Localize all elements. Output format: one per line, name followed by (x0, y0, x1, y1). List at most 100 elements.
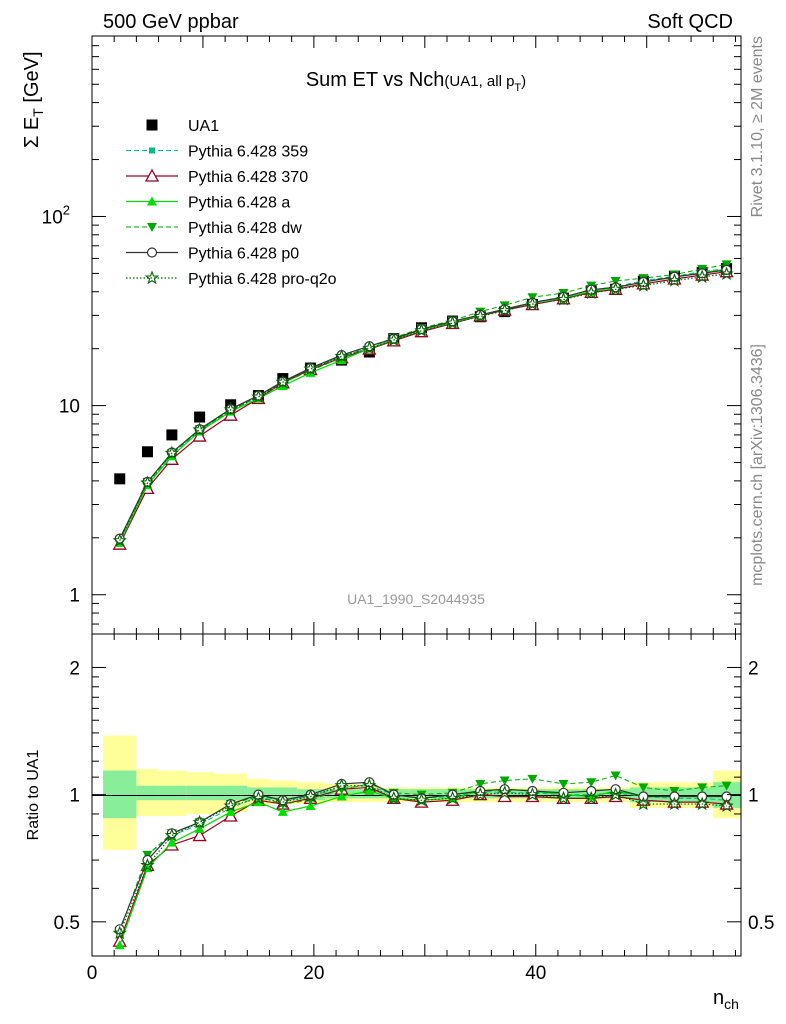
main-series-4-line (119, 263, 727, 541)
ratio-series-5-point (414, 792, 429, 807)
ratio-series-5-point (667, 796, 682, 811)
legend-marker (144, 270, 160, 285)
ratio-series-2-point (277, 806, 288, 816)
green-band (214, 785, 248, 801)
ratio-series-5-point (473, 787, 488, 801)
ratio-series-5-point (556, 790, 571, 805)
main-series-6-point (695, 269, 710, 284)
main-series-6-point (525, 296, 540, 311)
main-series-6-point (556, 291, 571, 306)
ratio-series-5-point (362, 778, 377, 792)
plot-title-sub: (UA1, all p (444, 73, 514, 90)
ratio-series-2-point (305, 800, 316, 810)
main-series-5-line (119, 269, 727, 539)
green-band (158, 785, 187, 801)
x-tick-label: 20 (303, 963, 324, 984)
ratio-series-5-point (386, 790, 401, 805)
y-tick-label: 1 (69, 586, 80, 607)
main-series-6 (112, 266, 734, 547)
main-series-6-point (303, 361, 318, 376)
ratio-series-2-point (114, 940, 125, 950)
legend-label: Pythia 6.428 dw (188, 220, 302, 237)
main-series-0-point (114, 473, 126, 485)
ratio-series-5-point (192, 814, 207, 829)
legend-label: Pythia 6.428 p0 (188, 246, 299, 263)
main-series-6-point (334, 348, 349, 363)
main-series-4 (114, 260, 732, 545)
legend-marker (146, 119, 158, 131)
main-series-0 (114, 263, 733, 485)
ratio-series-4-point (499, 784, 510, 795)
ratio-series-5-point (303, 788, 318, 803)
y-axis-label-ratio: Ratio to UA1 (25, 750, 42, 841)
legend-entry: Pythia 6.428 370 (126, 168, 308, 186)
main-series-6-point (719, 266, 734, 280)
main-series-4-point (610, 276, 621, 286)
main-series-5-point (638, 276, 649, 288)
main-series-6-point (636, 278, 651, 292)
y-axis-label-main-prefix: Σ E (21, 117, 43, 148)
ratio-series-5-point (719, 798, 734, 813)
ratio-series-5-point (164, 828, 180, 842)
x-axis-label-main: n (713, 987, 724, 1009)
legend-entry: UA1 (146, 118, 219, 135)
ratio-series-2-point (364, 785, 375, 795)
plot-title: Sum ET vs Nch(UA1, all pT) (306, 69, 526, 94)
legend-entry: Pythia 6.428 a (126, 195, 290, 212)
x-axis-label: nch (713, 987, 739, 1012)
y-tick-label-right: 0.5 (748, 913, 774, 934)
main-series-6-point (608, 281, 623, 296)
main-series-1 (116, 265, 730, 543)
main-series-6-point (473, 308, 488, 323)
main-series-6-point (445, 315, 460, 330)
main-series-6-point (164, 445, 180, 460)
ratio-series-5-point (140, 857, 155, 872)
ratio-series-3-point (721, 781, 732, 791)
y-tick-label: 1 (69, 786, 80, 807)
green-band (186, 785, 215, 801)
main-series (112, 260, 734, 550)
ratio-series-2-point (336, 791, 347, 801)
green-band (269, 787, 298, 801)
legend-entry: Pythia 6.428 dw (126, 220, 302, 237)
main-series-6-point (223, 402, 238, 416)
y-tick-label-base: 10 (42, 207, 63, 228)
main-series-5-point (697, 268, 708, 279)
x-tick-label: 40 (525, 963, 546, 984)
green-band (103, 770, 137, 819)
main-series-6-point (497, 303, 512, 317)
main-series-3 (114, 264, 732, 547)
main-series-6-point (362, 340, 377, 355)
header-right: Soft QCD (647, 11, 733, 33)
main-series-2 (112, 264, 734, 550)
legend: UA1 Pythia 6.428 359 Pythia 6.428 370 Pythi… (126, 118, 337, 288)
main-series-2-point (192, 428, 207, 442)
plot-title-main: Sum ET vs Nch (306, 69, 445, 91)
ratio-series-3-point (475, 779, 486, 789)
main-series-6-point (112, 533, 127, 547)
ratio-series-5-line (119, 785, 727, 934)
ratio-series-4-point (475, 785, 486, 797)
watermark: UA1_1990_S2044935 (347, 591, 485, 607)
main-series-0-point (194, 411, 206, 423)
ratio-series-5-point (275, 794, 290, 809)
axis-ticks (91, 35, 741, 956)
ratio-series-5-point (584, 790, 599, 805)
x-axis-label-sub: ch (724, 996, 739, 1012)
y-tick-label: 10 (59, 397, 80, 418)
main-series-6-point (251, 389, 266, 404)
ratio-series-3-point (697, 783, 708, 793)
ratio-series-3-point (558, 779, 569, 789)
y-tick-label-right: 2 (748, 658, 759, 679)
ratio-series-3-point (586, 778, 597, 788)
main-series-0-point (166, 429, 178, 441)
ratio-series-0-line (119, 785, 727, 932)
mcplots-label: mcplots.cern.ch [arXiv:1306.3436] (749, 344, 766, 586)
main-series-6-point (192, 422, 207, 436)
x-tick-label: 0 (87, 963, 98, 984)
ratio-series-4-point (253, 789, 264, 800)
y-tick-label-right: 1 (748, 786, 759, 807)
ratio-series-4-point (447, 789, 458, 800)
ratio-series-3-point (527, 774, 538, 784)
